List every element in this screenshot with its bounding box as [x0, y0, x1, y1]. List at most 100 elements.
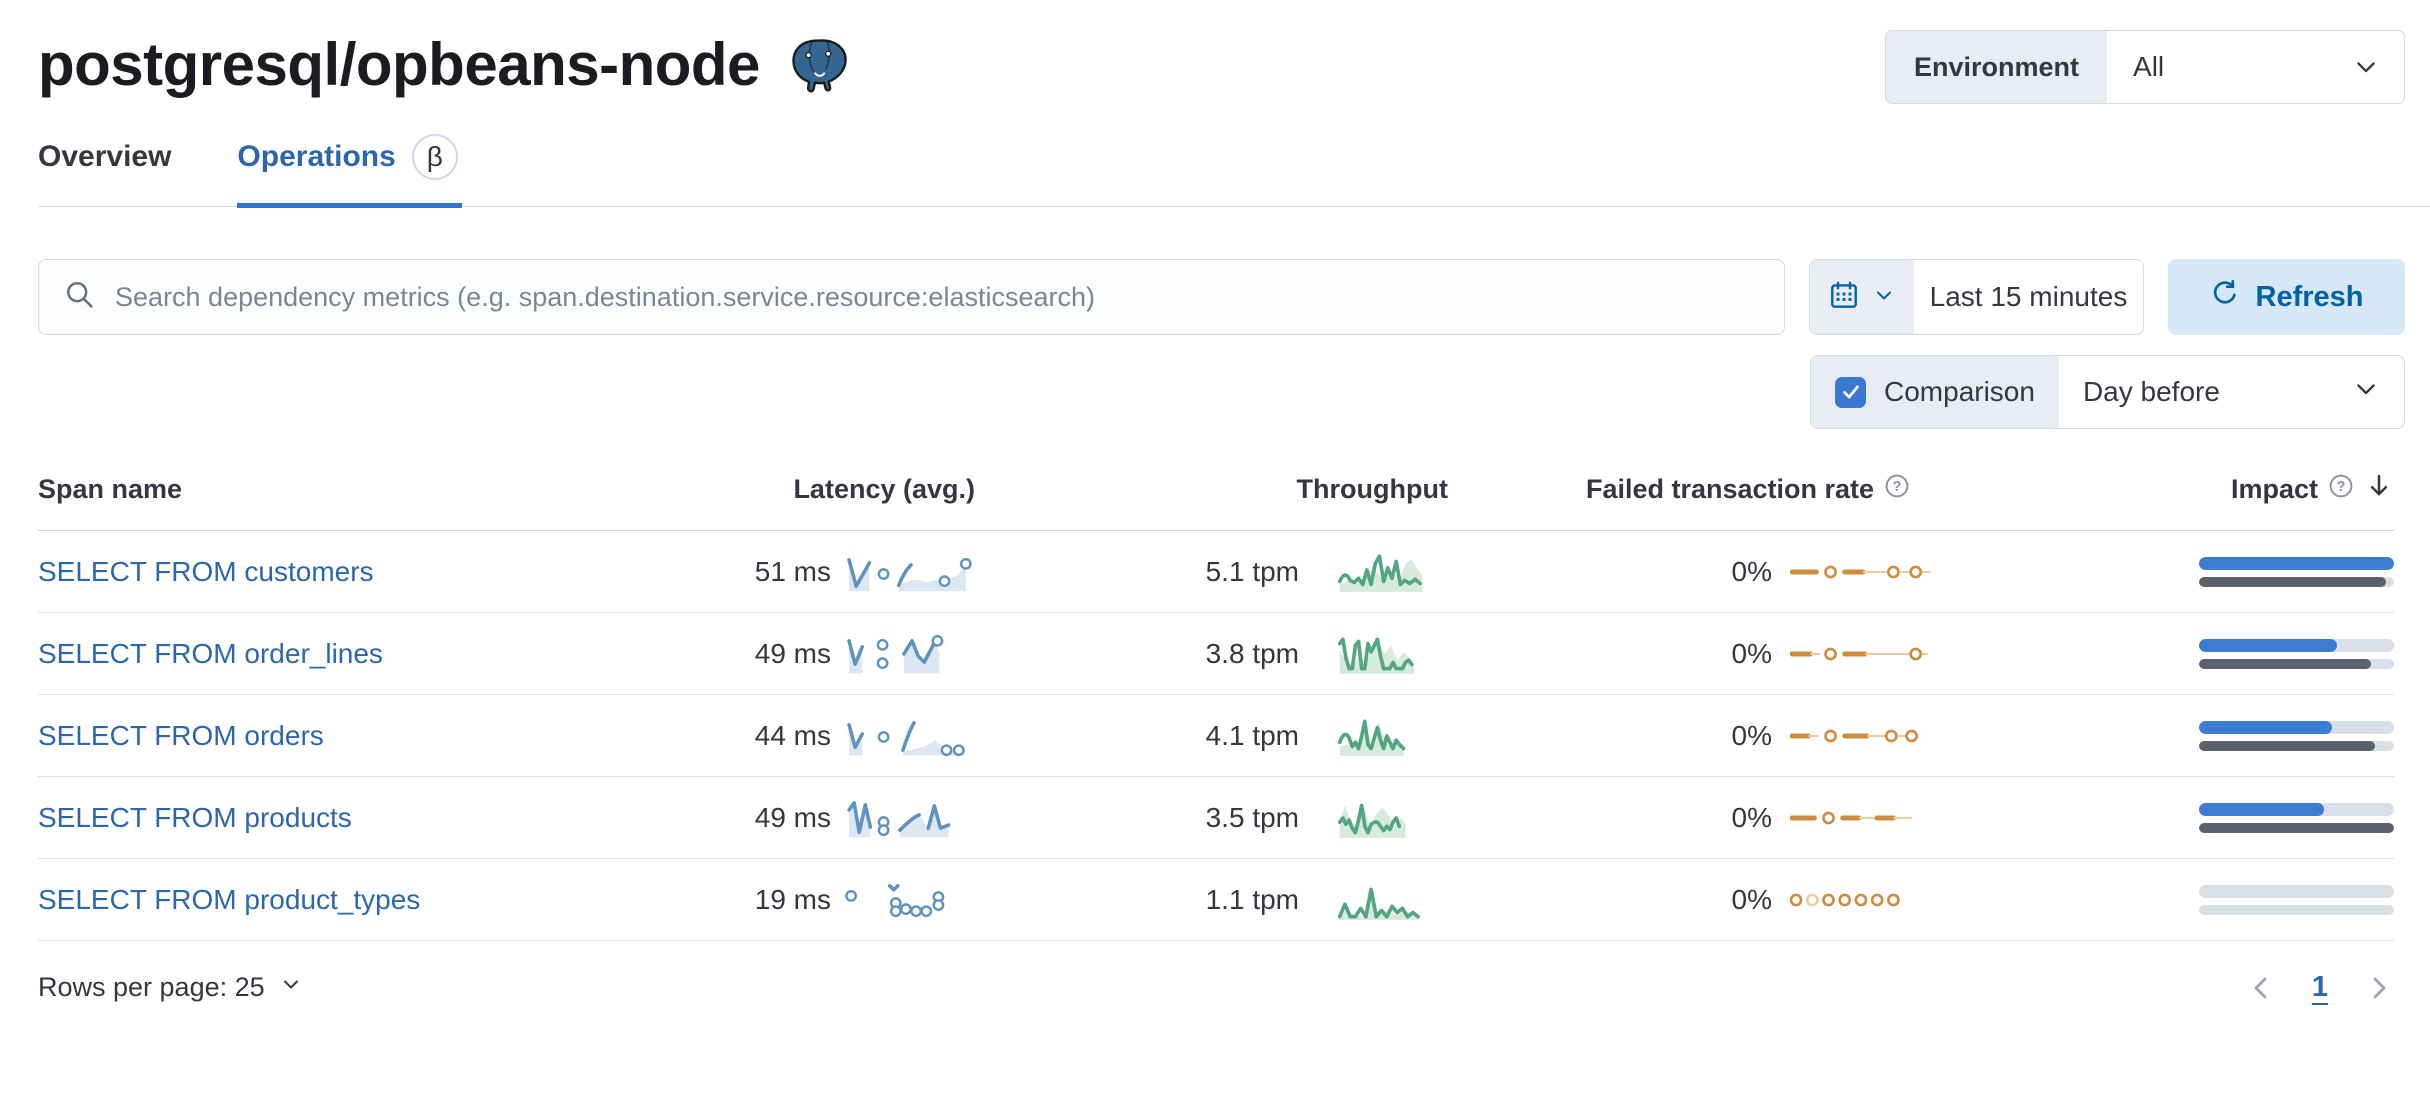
operations-table: Span name Latency (avg.) Throughput Fail… [38, 471, 2394, 941]
impact-bar-current [2199, 720, 2332, 734]
span-name-link[interactable]: SELECT FROM orders [38, 719, 324, 751]
failed-rate-value: 0% [1731, 801, 1772, 833]
rows-per-page-label: Rows per page: 25 [38, 972, 265, 1002]
next-page-button[interactable] [2364, 973, 2394, 1003]
throughput-sparkline [1337, 884, 1420, 920]
failed-rate-value: 0% [1731, 883, 1772, 915]
column-header-failed-rate[interactable]: Failed transaction rate ? [1448, 473, 2048, 506]
column-header-impact[interactable]: Impact ? [2048, 471, 2394, 508]
throughput-value: 4.1 tpm [1205, 719, 1299, 751]
table-body: SELECT FROM customers 51 ms 5.1 tpm 0% S… [38, 531, 2394, 941]
impact-cell [2048, 720, 2394, 751]
latency-sparkline [847, 634, 944, 673]
column-header-span-name: Span name [38, 474, 183, 504]
refresh-button[interactable]: Refresh [2168, 259, 2405, 335]
tab-overview-label: Overview [38, 140, 172, 173]
pagination: 1 [2246, 971, 2394, 1004]
comparison-label: Comparison [1884, 376, 2035, 407]
span-name-link[interactable]: SELECT FROM products [38, 801, 352, 833]
failed-rate-value: 0% [1731, 637, 1772, 669]
table-footer: Rows per page: 25 1 [38, 971, 2394, 1004]
impact-bar-previous [2199, 658, 2371, 669]
tab-operations[interactable]: Operations β [237, 134, 463, 208]
table-row: SELECT FROM customers 51 ms 5.1 tpm 0% [38, 531, 2394, 613]
impact-bar-previous [2199, 822, 2394, 833]
previous-page-button[interactable] [2246, 973, 2276, 1003]
throughput-sparkline [1337, 637, 1414, 674]
comparison-toggle: Comparison [1811, 356, 2059, 428]
page-number-1[interactable]: 1 [2311, 971, 2328, 1003]
throughput-sparkline [1337, 553, 1423, 592]
rows-per-page-button[interactable]: Rows per page: 25 [38, 972, 303, 1003]
time-range-value[interactable]: Last 15 minutes [1929, 281, 2128, 312]
refresh-icon [2210, 278, 2240, 316]
page-title: postgresql/opbeans-node [38, 31, 760, 98]
chevron-down-icon [279, 972, 303, 1003]
impact-bar-previous [2199, 740, 2375, 751]
calendar-icon [1828, 279, 1860, 316]
table-header-row: Span name Latency (avg.) Throughput Fail… [38, 471, 2394, 531]
latency-value: 44 ms [754, 719, 831, 751]
impact-bar-current [2199, 556, 2394, 570]
latency-sparkline [847, 557, 972, 591]
search-box [38, 259, 1785, 335]
chevron-down-icon [2352, 375, 2380, 410]
failed-rate-sparkline [1790, 729, 1919, 742]
column-header-latency[interactable]: Latency (avg.) [793, 474, 975, 504]
environment-label: Environment [1886, 31, 2108, 103]
throughput-value: 5.1 tpm [1205, 555, 1299, 587]
throughput-value: 3.8 tpm [1205, 637, 1299, 669]
impact-cell [2048, 802, 2394, 833]
latency-value: 19 ms [754, 883, 831, 915]
title-wrap: postgresql/opbeans-node [38, 30, 852, 99]
date-picker-menu-button[interactable] [1810, 260, 1914, 334]
throughput-sparkline [1337, 803, 1406, 838]
table-row: SELECT FROM products 49 ms 3.5 tpm 0% [38, 777, 2394, 859]
span-name-link[interactable]: SELECT FROM order_lines [38, 637, 383, 669]
comparison-group: Comparison Day before [1810, 355, 2405, 429]
sort-descending-icon [2364, 471, 2394, 508]
question-circle-icon[interactable]: ? [1884, 473, 1910, 506]
failed-rate-sparkline [1790, 811, 1912, 824]
throughput-value: 3.5 tpm [1205, 801, 1299, 833]
throughput-sparkline [1337, 719, 1406, 756]
latency-sparkline [847, 720, 965, 756]
impact-cell [2048, 638, 2394, 669]
failed-rate-sparkline [1790, 893, 1900, 906]
throughput-value: 1.1 tpm [1205, 883, 1299, 915]
failed-rate-value: 0% [1731, 555, 1772, 587]
impact-cell [2048, 556, 2394, 587]
comparison-checkbox[interactable] [1835, 376, 1866, 408]
column-header-throughput[interactable]: Throughput [1296, 474, 1448, 504]
chevron-down-icon [2352, 31, 2404, 103]
tab-operations-label: Operations [237, 140, 396, 173]
toolbar: Last 15 minutes Refresh [38, 259, 2405, 335]
tab-bar: Overview Operations β [38, 134, 2430, 208]
chevron-down-icon [1872, 283, 1896, 312]
latency-value: 49 ms [754, 637, 831, 669]
search-icon [63, 278, 97, 317]
impact-cell [2048, 884, 2394, 915]
latency-sparkline [845, 883, 945, 917]
span-name-link[interactable]: SELECT FROM product_types [38, 883, 421, 915]
comparison-value: Day before [2082, 376, 2220, 407]
refresh-label: Refresh [2255, 280, 2364, 313]
environment-select[interactable]: Environment All [1885, 30, 2405, 104]
impact-bar-current [2199, 802, 2324, 816]
comparison-select[interactable]: Day before [2059, 356, 2404, 428]
failed-rate-value: 0% [1731, 719, 1772, 751]
postgresql-logo-icon [788, 31, 852, 99]
table-row: SELECT FROM product_types 19 ms 1.1 tpm … [38, 859, 2394, 941]
span-name-link[interactable]: SELECT FROM customers [38, 555, 374, 587]
failed-rate-sparkline [1790, 647, 1928, 660]
question-circle-icon[interactable]: ? [2328, 473, 2354, 506]
impact-bar-current [2199, 638, 2338, 652]
impact-bar-previous [2199, 576, 2387, 587]
search-input[interactable] [115, 281, 1760, 313]
tab-overview[interactable]: Overview [38, 134, 175, 206]
beta-badge: β [411, 134, 458, 180]
latency-value: 49 ms [754, 801, 831, 833]
table-row: SELECT FROM orders 44 ms 4.1 tpm 0% [38, 695, 2394, 777]
svg-text:?: ? [2337, 479, 2346, 495]
svg-text:?: ? [1893, 479, 1902, 495]
